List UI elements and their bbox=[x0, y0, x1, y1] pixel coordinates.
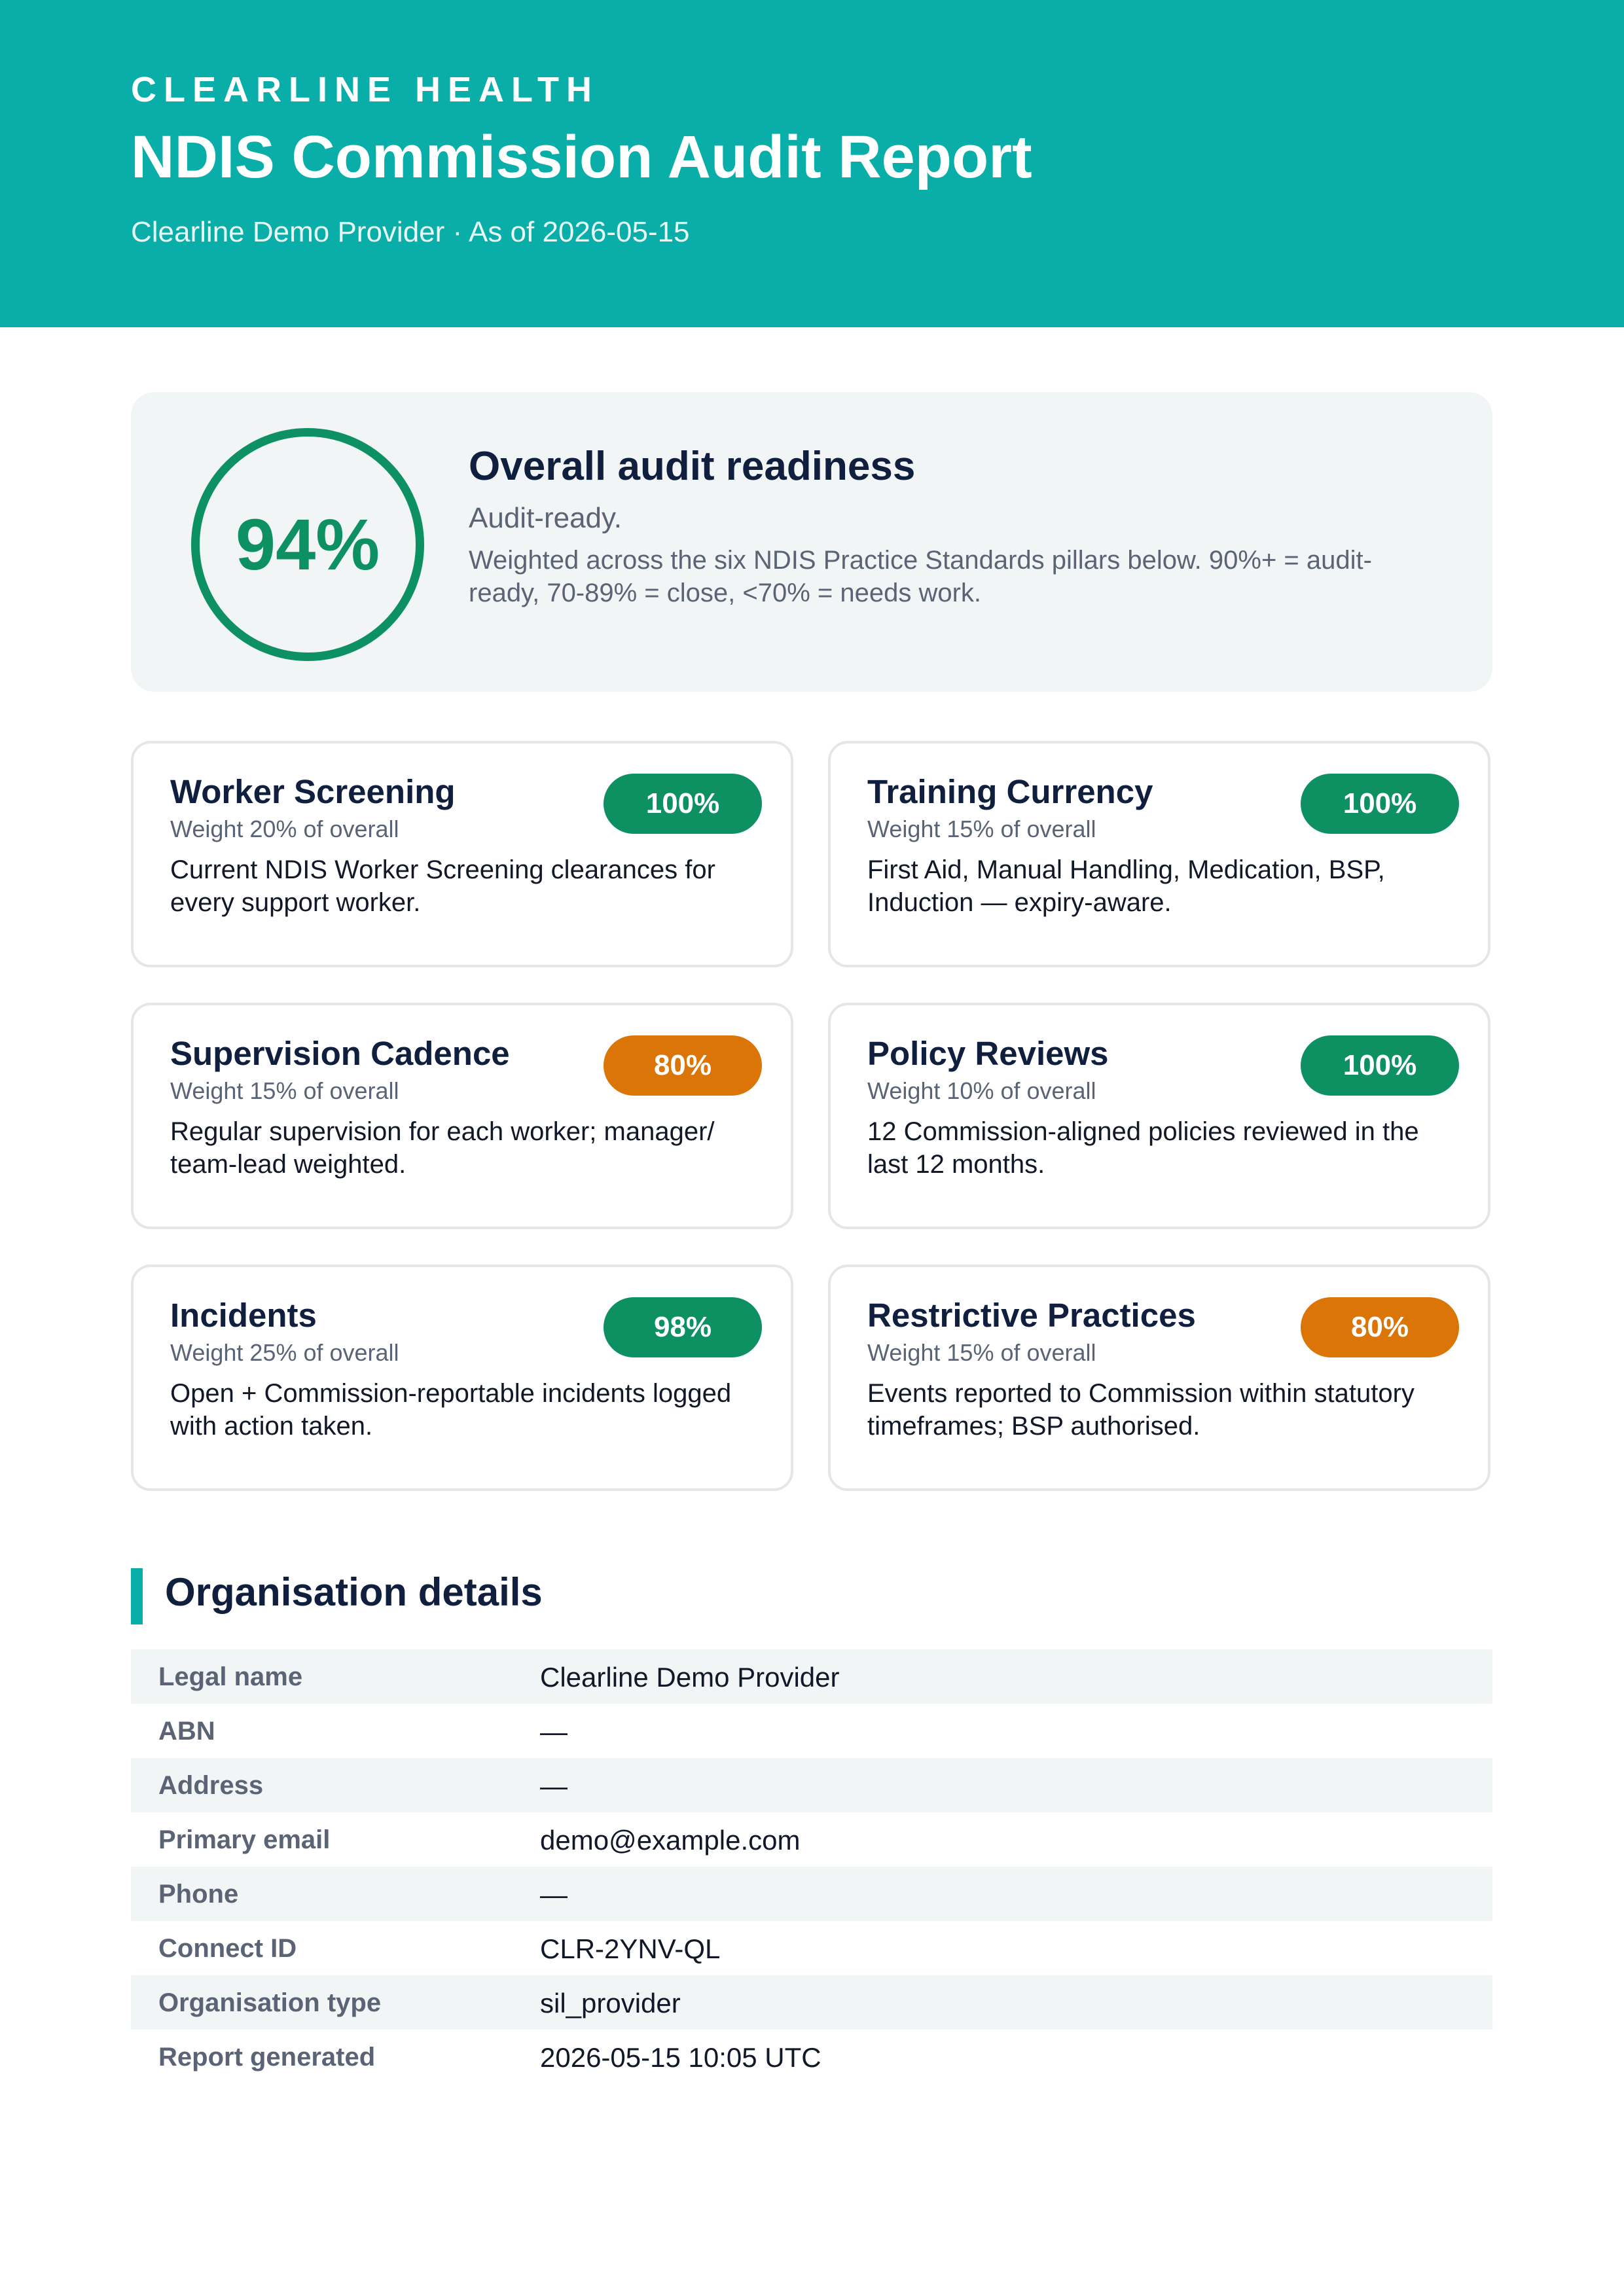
report-subtitle: Clearline Demo Provider · As of 2026-05-… bbox=[131, 216, 690, 248]
pillar-description: 12 Commission-aligned policies reviewed … bbox=[867, 1117, 1419, 1179]
brand-name: CLEARLINE HEALTH bbox=[131, 70, 599, 109]
pillar-weight: Weight 20% of overall bbox=[170, 816, 399, 842]
pillar-title: Incidents bbox=[170, 1297, 317, 1334]
detail-label: Legal name bbox=[158, 1662, 303, 1691]
detail-label: Address bbox=[158, 1771, 264, 1800]
section-title-organisation: Organisation details bbox=[165, 1570, 543, 1614]
pillar-description: Regular supervision for each worker; man… bbox=[170, 1117, 715, 1179]
detail-label: Phone bbox=[158, 1880, 239, 1909]
pillar-card-policy-reviews: Policy Reviews 100% Weight 10% of overal… bbox=[828, 1003, 1490, 1229]
pillar-title: Training Currency bbox=[867, 773, 1153, 810]
detail-label: Primary email bbox=[158, 1825, 331, 1854]
pillar-card-training-currency: Training Currency 100% Weight 15% of ove… bbox=[828, 741, 1490, 967]
detail-row-address: Address — bbox=[131, 1758, 1492, 1812]
report-header: CLEARLINE HEALTH NDIS Commission Audit R… bbox=[0, 0, 1624, 327]
pillar-weight: Weight 25% of overall bbox=[170, 1339, 399, 1366]
pillar-card-worker-screening: Worker Screening 100% Weight 20% of over… bbox=[131, 741, 793, 967]
detail-label: Report generated bbox=[158, 2043, 376, 2072]
pillar-score-badge: 100% bbox=[1301, 1035, 1459, 1096]
pillar-description: Open + Commission-reportable incidents l… bbox=[170, 1379, 732, 1441]
detail-value: demo@example.com bbox=[540, 1825, 801, 1856]
pillar-weight: Weight 10% of overall bbox=[867, 1077, 1096, 1104]
pillar-title: Policy Reviews bbox=[867, 1035, 1109, 1072]
detail-label: Organisation type bbox=[158, 1988, 382, 2017]
detail-row-organisation-type: Organisation type sil_provider bbox=[131, 1975, 1492, 2030]
detail-label: ABN bbox=[158, 1717, 215, 1746]
section-accent-bar bbox=[131, 1568, 143, 1624]
pillar-description: Events reported to Commission within sta… bbox=[867, 1379, 1415, 1441]
detail-value: — bbox=[540, 1879, 568, 1910]
detail-row-report-generated: Report generated 2026-05-15 10:05 UTC bbox=[131, 2030, 1492, 2084]
readiness-description: Weighted across the six NDIS Practice St… bbox=[469, 546, 1372, 607]
pillar-weight: Weight 15% of overall bbox=[867, 816, 1096, 842]
detail-label: Connect ID bbox=[158, 1934, 297, 1963]
detail-value: 2026-05-15 10:05 UTC bbox=[540, 2042, 821, 2073]
detail-value: CLR-2YNV-QL bbox=[540, 1933, 721, 1964]
detail-row-phone: Phone — bbox=[131, 1867, 1492, 1921]
pillar-title: Worker Screening bbox=[170, 773, 456, 810]
pillar-card-supervision-cadence: Supervision Cadence 80% Weight 15% of ov… bbox=[131, 1003, 793, 1229]
readiness-title: Overall audit readiness bbox=[469, 444, 916, 489]
detail-row-legal-name: Legal name Clearline Demo Provider bbox=[131, 1649, 1492, 1704]
pillar-title: Restrictive Practices bbox=[867, 1297, 1196, 1334]
detail-value: — bbox=[540, 1770, 568, 1801]
pillar-score-badge: 100% bbox=[604, 774, 762, 834]
pillar-description: First Aid, Manual Handling, Medication, … bbox=[867, 855, 1385, 917]
organisation-details-table: Legal name Clearline Demo Provider ABN —… bbox=[131, 1649, 1492, 2084]
pillar-score-badge: 80% bbox=[1301, 1297, 1459, 1357]
pillar-title: Supervision Cadence bbox=[170, 1035, 510, 1072]
readiness-score-ring: 94% bbox=[191, 428, 424, 661]
detail-value: sil_provider bbox=[540, 1988, 681, 2018]
pillar-score-badge: 98% bbox=[604, 1297, 762, 1357]
detail-row-primary-email: Primary email demo@example.com bbox=[131, 1812, 1492, 1867]
pillar-score-badge: 80% bbox=[604, 1035, 762, 1096]
detail-row-connect-id: Connect ID CLR-2YNV-QL bbox=[131, 1921, 1492, 1975]
readiness-summary: 94% Overall audit readiness Audit-ready.… bbox=[131, 392, 1492, 692]
detail-row-abn: ABN — bbox=[131, 1704, 1492, 1758]
report-title: NDIS Commission Audit Report bbox=[131, 124, 1032, 190]
pillar-card-incidents: Incidents 98% Weight 25% of overall Open… bbox=[131, 1265, 793, 1491]
detail-value: Clearline Demo Provider bbox=[540, 1662, 840, 1693]
pillar-weight: Weight 15% of overall bbox=[170, 1077, 399, 1104]
pillar-score-badge: 100% bbox=[1301, 774, 1459, 834]
detail-value: — bbox=[540, 1716, 568, 1747]
readiness-status: Audit-ready. bbox=[469, 502, 622, 534]
pillar-weight: Weight 15% of overall bbox=[867, 1339, 1096, 1366]
pillar-card-restrictive-practices: Restrictive Practices 80% Weight 15% of … bbox=[828, 1265, 1490, 1491]
pillar-description: Current NDIS Worker Screening clearances… bbox=[170, 855, 715, 917]
readiness-score: 94% bbox=[235, 504, 380, 585]
